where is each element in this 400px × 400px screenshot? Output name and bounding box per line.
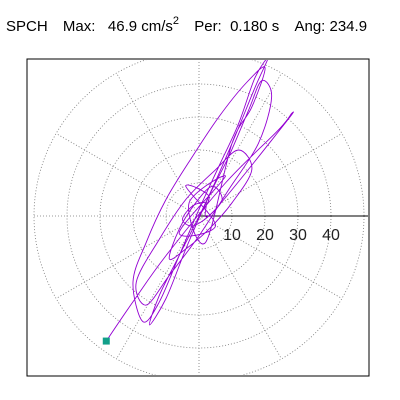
max-unit-exponent: 2 <box>172 15 180 27</box>
angle-label: Ang: <box>294 18 326 35</box>
max-value: 46.9 cm/s <box>107 18 173 35</box>
motion-trace <box>105 60 294 342</box>
radial-tick-label: 40 <box>322 227 340 244</box>
seismogram-header: SPCH Max: 46.9 cm/s2 Per: 0.180 s Ang: 2… <box>6 15 368 35</box>
radial-tick-label: 10 <box>223 227 241 244</box>
motion-trace-path <box>105 60 294 342</box>
station-code: SPCH <box>6 18 48 35</box>
end-point-square <box>102 337 110 345</box>
grid-spoke <box>116 215 200 360</box>
max-label: Max: <box>62 18 96 35</box>
grid-spoke <box>198 215 343 299</box>
period-label: Per: <box>194 18 222 35</box>
grid-spoke <box>198 215 282 360</box>
grid-spoke <box>198 133 343 217</box>
angle-value: 234.9 <box>329 18 368 35</box>
radial-tick-labels: 10 20 30 40 <box>223 227 340 244</box>
end-marker <box>102 337 110 345</box>
grid-spoke <box>198 72 282 217</box>
plot-frame <box>26 58 370 377</box>
radial-tick-label: 20 <box>256 227 274 244</box>
grid-spoke <box>55 133 200 217</box>
grid-spoke <box>55 215 200 299</box>
radial-tick-label: 30 <box>289 227 307 244</box>
grid-spoke <box>116 72 200 217</box>
period-value: 0.180 s <box>230 18 280 35</box>
